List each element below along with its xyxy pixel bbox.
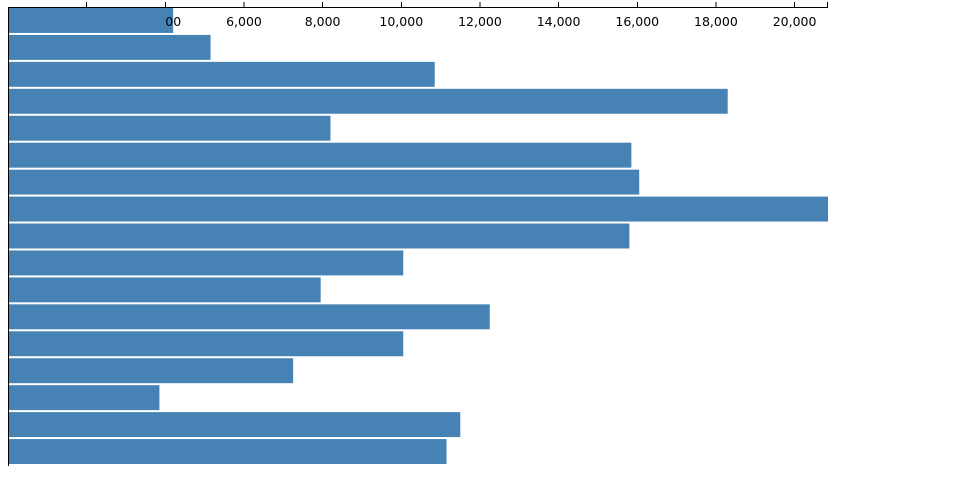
bar-5 <box>8 115 331 141</box>
bar-14 <box>8 358 294 384</box>
x-tick-label: 20,000 <box>773 14 817 29</box>
bar-13 <box>8 331 404 357</box>
bar-2 <box>8 34 211 60</box>
bar-4 <box>8 88 728 114</box>
bar-3 <box>8 61 435 87</box>
x-tick-label: 12,000 <box>458 14 502 29</box>
bars-layer <box>8 8 828 464</box>
x-axis: 6,000 8,000 10,000 12,000 14,000 16,000 18,000… <box>8 2 828 466</box>
x-tick-label: 6,000 <box>226 14 262 29</box>
bar-12 <box>8 304 490 330</box>
bar-8 <box>8 196 828 222</box>
bar-1 <box>8 8 174 33</box>
x-tick-label: 14,000 <box>537 14 581 29</box>
bar-6 <box>8 142 632 168</box>
bar-10 <box>8 250 404 276</box>
x-tick-label-partial: 00 <box>165 14 181 29</box>
x-tick-label: 8,000 <box>305 14 341 29</box>
x-tick-label: 16,000 <box>615 14 659 29</box>
bar-16 <box>8 412 461 438</box>
bar-7 <box>8 169 640 195</box>
bar-11 <box>8 277 321 303</box>
bar-9 <box>8 223 630 249</box>
bar-17 <box>8 439 447 464</box>
x-tick-label: 10,000 <box>379 14 423 29</box>
bar-15 <box>8 385 160 411</box>
x-tick-label: 18,000 <box>694 14 738 29</box>
